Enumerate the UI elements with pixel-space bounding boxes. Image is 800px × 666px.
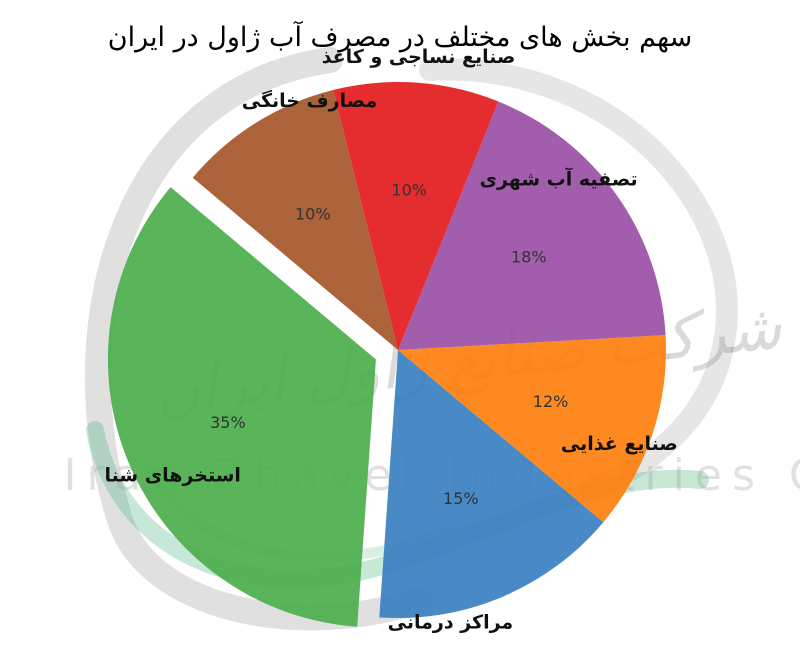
slice-value-label: 10% — [295, 205, 331, 224]
slice-category-label: صنایع غذایی — [561, 433, 678, 455]
slice-category-label: تصفیه آب شهری — [480, 166, 638, 190]
pie-slice — [333, 82, 499, 350]
slice-value-label: 35% — [210, 413, 246, 432]
pie-slices — [107, 82, 666, 627]
pie-labels: 35% استخرهای شنا 15% مراکز درمانی 12% صنایع غ… — [105, 46, 678, 633]
pie-slice — [379, 350, 604, 618]
chart-title: سهم بخش های مختلف در مصرف آب ژاول در ایر… — [108, 21, 692, 53]
slice-category-label: مصارف خانگی — [242, 89, 377, 112]
slice-category-label: استخرهای شنا — [105, 465, 241, 487]
slice-category-label: صنایع نساجی و کاغذ — [322, 46, 516, 68]
pie-slice — [398, 101, 666, 350]
pie-slice — [398, 335, 666, 523]
slice-value-label: 15% — [443, 489, 479, 508]
pie-slice — [107, 187, 376, 627]
slice-value-label: 18% — [511, 247, 547, 266]
pie-slice — [192, 89, 398, 350]
slice-category-label: مراکز درمانی — [388, 611, 514, 633]
slice-value-label: 12% — [533, 392, 569, 411]
slice-value-label: 10% — [391, 181, 427, 200]
